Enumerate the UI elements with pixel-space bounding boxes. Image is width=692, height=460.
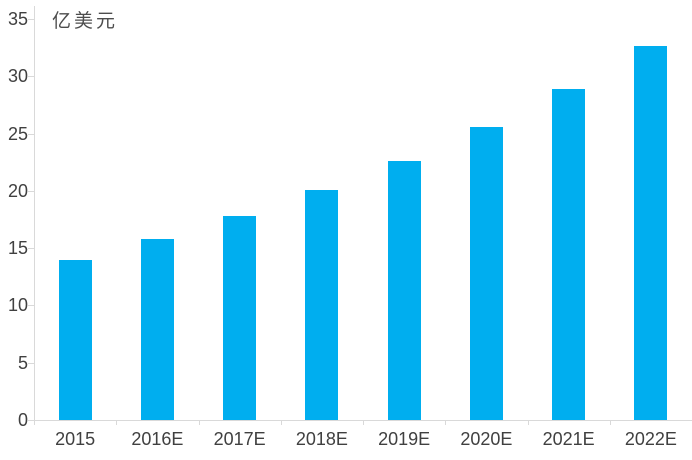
bar	[223, 216, 257, 420]
y-axis-tick-label: 35	[7, 9, 28, 29]
y-axis-tick	[28, 305, 34, 307]
y-axis-tick	[28, 420, 34, 421]
bar	[552, 88, 586, 420]
x-axis-tick	[34, 420, 35, 425]
x-axis-tick	[445, 420, 447, 425]
x-axis-tick-label: 2015	[55, 429, 96, 449]
x-axis-tick-label: 2017E	[213, 429, 266, 449]
x-axis-tick-label: 2018E	[295, 429, 348, 449]
x-axis-tick	[116, 420, 118, 425]
bar	[140, 238, 174, 420]
x-axis-tick	[198, 420, 200, 425]
x-axis-tick	[280, 420, 282, 425]
y-axis-tick-label: 30	[7, 66, 28, 87]
x-axis-tick-label: 2016E	[131, 429, 184, 449]
x-axis-tick-label: 2020E	[460, 429, 513, 449]
bar	[387, 161, 421, 420]
x-axis-tick	[527, 420, 529, 425]
x-axis-tick	[363, 420, 364, 425]
bar	[305, 189, 339, 420]
x-axis-tick-label: 2021E	[542, 429, 595, 449]
y-axis-unit-label: 亿美元	[52, 10, 119, 32]
y-axis-tick-label: 10	[7, 295, 28, 316]
x-axis-tick	[609, 420, 611, 425]
y-axis-tick-label: 5	[17, 352, 28, 373]
y-axis-tick	[28, 362, 34, 364]
bar	[469, 126, 503, 420]
y-axis-tick	[28, 133, 34, 135]
y-axis-tick	[28, 248, 34, 250]
x-axis-tick-label: 2019E	[378, 429, 431, 449]
y-axis-tick-label: 25	[7, 123, 28, 144]
bar	[58, 259, 92, 420]
bar	[634, 46, 668, 420]
x-axis-tick-label: 2022E	[624, 429, 677, 449]
y-axis-line	[34, 6, 35, 420]
y-axis-tick	[28, 190, 34, 192]
y-axis-tick-label: 0	[17, 410, 28, 430]
y-axis-tick-label: 20	[7, 180, 28, 201]
y-axis-tick-label: 15	[7, 238, 28, 259]
y-axis-tick	[28, 19, 34, 20]
y-axis-tick	[28, 76, 34, 78]
